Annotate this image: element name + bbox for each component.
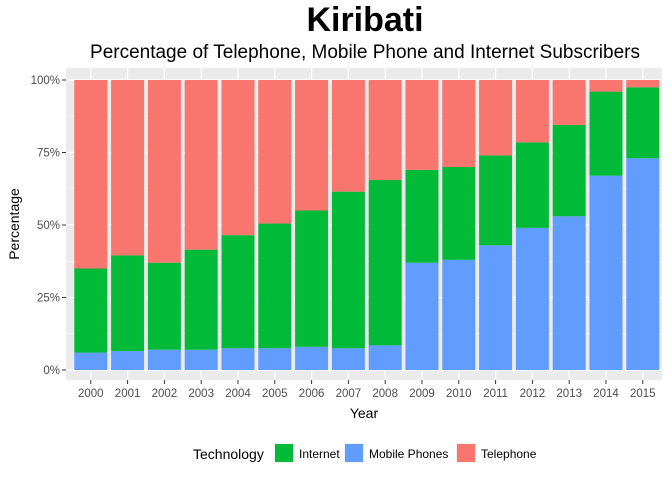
bar-internet-2001 [111,255,145,352]
bar-internet-2002 [147,262,181,350]
y-tick-label: 100% [31,75,60,87]
legend-swatch-internet [275,444,293,462]
y-tick-label: 0% [43,365,60,377]
legend-swatch-telephone [457,444,475,462]
x-tick-label: 2015 [630,388,656,400]
bar-internet-2011 [479,155,513,246]
bar-telephone-2011 [479,80,513,156]
bar-mobile-phones-2007 [331,348,365,370]
legend-label: Internet [299,447,340,461]
bar-internet-2005 [258,223,292,349]
bar-internet-2015 [626,87,660,159]
x-axis-title: Year [350,405,379,421]
bars [74,80,660,370]
x-tick-label: 2009 [409,388,435,400]
y-tick-label: 75% [37,148,60,160]
bar-telephone-2007 [331,80,365,192]
bar-telephone-2006 [295,80,329,211]
bar-mobile-phones-2005 [258,348,292,370]
x-tick-label: 2008 [372,388,398,400]
y-tick-label: 50% [37,220,60,232]
x-tick-label: 2007 [336,388,362,400]
bar-telephone-2010 [442,80,476,167]
bar-internet-2004 [221,235,255,349]
y-tick-label: 25% [37,293,60,305]
bar-telephone-2008 [368,80,402,181]
bar-telephone-2014 [589,80,623,92]
bar-internet-2007 [331,191,365,349]
x-tick-label: 2005 [262,388,288,400]
bar-telephone-2002 [147,80,181,263]
bar-internet-2000 [74,268,108,353]
x-axis: 2000 2001 2002 2003 2004 2005 2006 2007 2008 2009… [78,380,656,400]
x-tick-label: 2003 [188,388,214,400]
x-tick-label: 2006 [299,388,325,400]
x-tick-label: 2004 [225,388,251,400]
x-tick-label: 2012 [520,388,546,400]
bar-mobile-phones-2010 [442,259,476,370]
bar-mobile-phones-2014 [589,175,623,370]
legend-swatch-mobile-phones [345,444,363,462]
bar-mobile-phones-2004 [221,348,255,370]
bar-telephone-2009 [405,80,439,170]
x-tick-label: 2013 [556,388,582,400]
bar-telephone-2015 [626,80,660,88]
bar-telephone-2001 [111,80,145,256]
y-axis-title: Percentage [6,188,22,260]
x-tick-label: 2010 [446,388,472,400]
bar-telephone-2013 [552,80,586,125]
bar-internet-2014 [589,91,623,176]
bar-mobile-phones-2003 [184,349,218,370]
x-tick-label: 2014 [593,388,619,400]
bar-telephone-2005 [258,80,292,224]
bar-internet-2010 [442,167,476,260]
legend-label: Telephone [481,447,537,461]
x-tick-label: 2001 [115,388,141,400]
bar-mobile-phones-2001 [111,351,145,370]
bar-internet-2009 [405,169,439,263]
bar-mobile-phones-2011 [479,245,513,370]
bar-telephone-2000 [74,80,108,269]
bar-telephone-2004 [221,80,255,236]
bar-internet-2013 [552,124,586,217]
legend: Technology Internet Mobile Phones Telephon… [193,443,537,463]
y-axis: 0% 25% 50% 75% 100% [31,75,66,377]
legend-title: Technology [193,446,264,462]
bar-telephone-2003 [184,80,218,250]
bar-mobile-phones-2015 [626,158,660,370]
bar-internet-2012 [515,142,549,228]
bar-mobile-phones-2000 [74,352,108,370]
x-tick-label: 2000 [78,388,104,400]
bar-mobile-phones-2002 [147,349,181,370]
legend-label: Mobile Phones [369,447,448,461]
bar-mobile-phones-2012 [515,227,549,370]
x-tick-label: 2002 [152,388,178,400]
bar-mobile-phones-2008 [368,345,402,370]
bar-internet-2006 [295,210,329,347]
bar-telephone-2012 [515,80,549,143]
x-tick-label: 2011 [483,388,508,400]
bar-mobile-phones-2006 [295,346,329,370]
bar-internet-2003 [184,249,218,350]
chart-title: Kiribati [306,1,423,39]
bar-mobile-phones-2009 [405,262,439,370]
chart-subtitle: Percentage of Telephone, Mobile Phone an… [90,42,640,63]
bar-internet-2008 [368,180,402,346]
bar-mobile-phones-2013 [552,216,586,370]
